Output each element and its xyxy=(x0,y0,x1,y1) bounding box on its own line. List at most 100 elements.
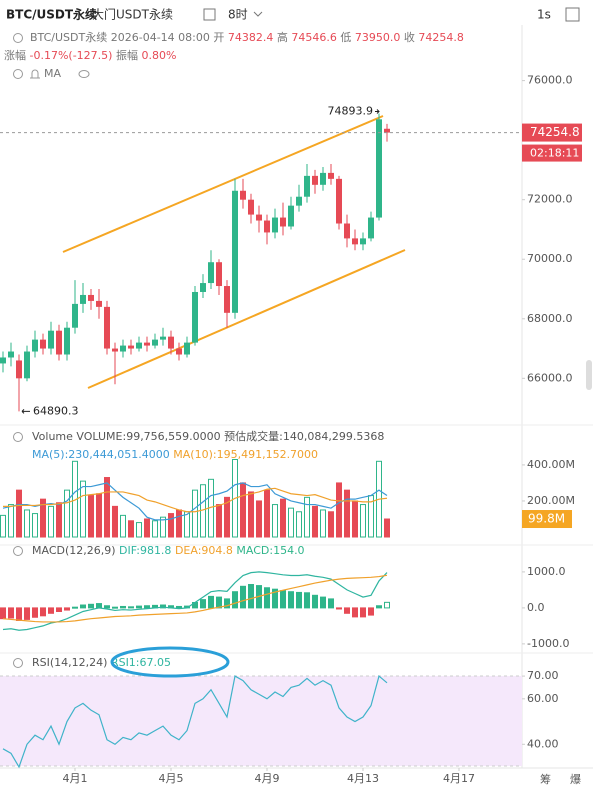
highlight-ellipse xyxy=(110,646,230,678)
macd-bar xyxy=(328,598,334,609)
candle-body xyxy=(208,262,214,284)
indicator-line xyxy=(2,482,388,521)
macd-bar xyxy=(24,607,30,620)
candle-body xyxy=(184,342,190,355)
y-tick-label: 70000.0 xyxy=(527,252,573,265)
candle-body xyxy=(224,286,230,313)
macd-bar xyxy=(72,606,78,609)
bell-icon[interactable] xyxy=(30,69,40,79)
legend-entry: RSI1:67.05 xyxy=(111,656,171,669)
macd-bar xyxy=(96,603,102,609)
volume-bar xyxy=(144,518,150,538)
candle-body xyxy=(360,238,366,245)
indicator-line xyxy=(2,574,388,623)
macd-bar xyxy=(48,607,54,614)
candle-body xyxy=(80,294,86,304)
volume-bar xyxy=(56,502,62,538)
macd-bar xyxy=(32,607,38,618)
toggle-icon[interactable] xyxy=(13,432,23,442)
y-tick-label: 76000.0 xyxy=(527,74,573,87)
volume-bar xyxy=(232,459,238,538)
volume-bar xyxy=(256,500,262,538)
window-icon[interactable] xyxy=(565,7,580,22)
candle-body xyxy=(32,339,38,352)
toggle-icon[interactable] xyxy=(13,69,23,79)
change-label: 振幅 xyxy=(116,48,138,62)
symbol[interactable]: BTC/USDT永续 xyxy=(6,7,97,22)
volume-summary: VOLUME:99,756,559.0000 xyxy=(76,430,220,443)
macd-bar xyxy=(112,606,118,609)
y-tick-label: 70.00 xyxy=(527,669,559,682)
y-tick-label: 60.00 xyxy=(527,692,559,705)
volume-bar xyxy=(128,520,134,538)
volume-bar xyxy=(64,489,70,538)
candle-body xyxy=(120,345,126,352)
footer-icon[interactable]: 筹 xyxy=(540,772,551,786)
candle-body xyxy=(192,291,198,343)
current-volume-label: 99.8M xyxy=(528,512,565,526)
macd-bar xyxy=(128,606,134,609)
scroll-handle[interactable] xyxy=(586,360,592,390)
candle-body xyxy=(336,178,342,224)
candle-body xyxy=(320,172,326,185)
candle-body xyxy=(136,342,142,349)
interval[interactable]: 8时 xyxy=(228,8,248,22)
candle-body xyxy=(272,217,278,233)
eye-icon[interactable] xyxy=(78,70,90,78)
channel-line xyxy=(87,249,406,389)
candle-body xyxy=(248,199,254,215)
chevron[interactable] xyxy=(253,11,263,17)
ohlc-time: 2026-04-14 08:00 xyxy=(111,31,210,44)
last-price-box xyxy=(522,123,582,142)
exchange[interactable]: 大门USDT永续 xyxy=(92,7,173,22)
marks: 66000.0 68000.0 70000.0 72000.0 76000.0 74893… xyxy=(0,74,582,785)
macd-bar xyxy=(232,591,238,609)
volume-bar xyxy=(328,511,334,538)
candle-body xyxy=(144,342,150,346)
volume-bar xyxy=(296,511,302,538)
y-tick-label: 40.00 xyxy=(527,737,559,750)
volume-bar xyxy=(24,509,30,538)
ohlc-label: 低 xyxy=(340,31,351,44)
volume-bar xyxy=(288,507,294,538)
candle-body xyxy=(176,348,182,355)
ohlc-value: 74546.6 xyxy=(291,31,337,44)
macd-bar xyxy=(8,607,14,619)
legend-entry: DIF:981.8 xyxy=(119,544,171,557)
footer-icon[interactable]: 爆 xyxy=(570,772,581,786)
macd-bar xyxy=(312,594,318,609)
toggle-icon[interactable] xyxy=(13,658,23,668)
volume-bar xyxy=(272,504,278,538)
speed[interactable]: 1s xyxy=(537,8,551,22)
macd-title-row: MACD(12,26,9) DIF:981.8 DEA:904.8 MACD:1… xyxy=(32,544,305,557)
candle-body xyxy=(288,205,294,227)
volume-bar xyxy=(176,509,182,538)
candle-body xyxy=(384,128,390,133)
volume-bar xyxy=(280,498,286,538)
ohlc-value: 73950.0 xyxy=(355,31,401,44)
ohlc-symbol: BTC/USDT永续 xyxy=(30,30,107,44)
toggle-icon[interactable] xyxy=(13,33,23,43)
candle-body xyxy=(216,262,222,287)
macd-bar xyxy=(136,605,142,609)
candle-body xyxy=(88,294,94,301)
macd-bar xyxy=(80,604,86,609)
candle-body xyxy=(24,351,30,379)
volume-bar xyxy=(360,504,366,538)
macd-bar xyxy=(344,607,350,614)
candle-body xyxy=(256,214,262,221)
macd-bar xyxy=(368,607,374,616)
countdown: 02:18:11 xyxy=(530,147,579,160)
y-tick-label: 200.00M xyxy=(527,494,575,507)
volume-bar xyxy=(80,480,86,538)
legend-entry: MA(10):195,491,152.7000 xyxy=(173,448,318,461)
macd-bar xyxy=(336,607,342,610)
candle-body xyxy=(168,336,174,349)
candle-body xyxy=(40,339,46,349)
volume-bar xyxy=(88,495,94,538)
toggle-icon[interactable] xyxy=(13,546,23,556)
indicator-label[interactable]: MA xyxy=(44,67,61,80)
edit-icon[interactable] xyxy=(203,8,216,21)
legend-entry: MACD:154.0 xyxy=(236,544,304,557)
macd-bar xyxy=(88,603,94,609)
